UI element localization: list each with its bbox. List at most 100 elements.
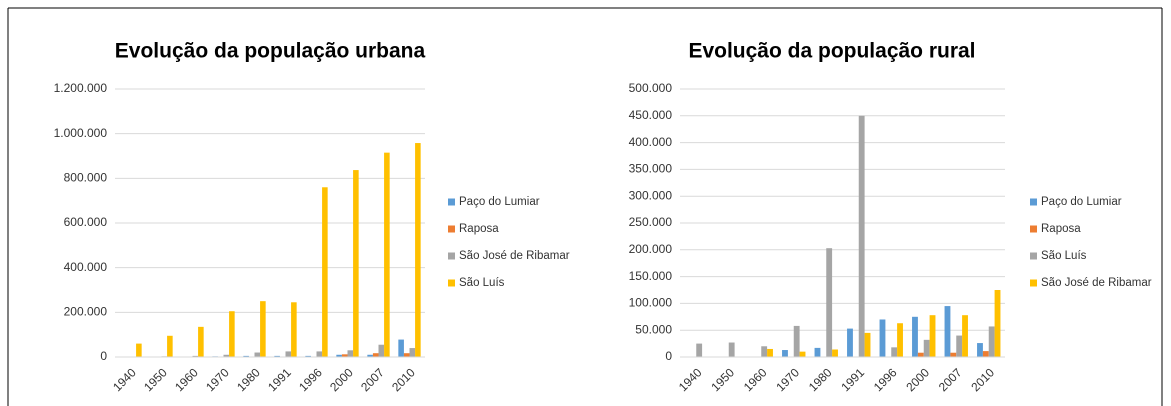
bar — [847, 328, 853, 357]
legend-swatch — [1030, 225, 1037, 233]
bar — [378, 344, 385, 357]
x-tick-label: 1950 — [708, 365, 737, 394]
y-tick-label: 200.000 — [64, 305, 108, 319]
bar — [347, 350, 354, 357]
legend-label: São Luís — [459, 277, 505, 289]
y-tick-label: 300.000 — [629, 188, 673, 202]
y-tick-label: 400.000 — [629, 135, 673, 149]
bar — [912, 316, 918, 357]
y-tick-label: 350.000 — [629, 162, 673, 176]
x-tick-label: 1960 — [741, 365, 770, 394]
bar — [982, 351, 989, 357]
x-tick-label: 2000 — [327, 365, 356, 394]
chart-title: Evolução da população rural — [688, 40, 975, 63]
legend-swatch — [1030, 252, 1037, 260]
x-tick-label: 1970 — [203, 365, 232, 394]
y-tick-label: 450.000 — [629, 108, 673, 122]
bar — [285, 351, 292, 357]
bar — [977, 343, 983, 357]
bar — [260, 301, 266, 357]
bar — [879, 319, 886, 357]
bar — [944, 306, 951, 357]
bar — [198, 326, 204, 357]
legend-swatch — [448, 252, 455, 260]
y-tick-label: 500.000 — [629, 81, 673, 95]
bar — [793, 325, 800, 357]
y-tick-label: 0 — [665, 349, 672, 363]
x-tick-label: 2010 — [968, 365, 997, 394]
bar — [950, 352, 957, 357]
x-tick-label: 2007 — [936, 365, 965, 394]
bar — [826, 248, 833, 357]
bar — [897, 323, 903, 357]
bar — [167, 335, 173, 357]
legend-label: São José de Ribamar — [459, 250, 570, 262]
y-tick-label: 400.000 — [64, 260, 108, 274]
y-tick-label: 1.200.000 — [54, 81, 108, 95]
legend-swatch — [1030, 279, 1037, 287]
bar — [254, 352, 261, 357]
legend-swatch — [448, 198, 455, 206]
y-tick-label: 0 — [100, 349, 107, 363]
bar — [891, 347, 898, 357]
x-tick-label: 1960 — [172, 365, 201, 394]
x-tick-label: 1950 — [141, 365, 170, 394]
legend-label: Paço do Lumiar — [1041, 196, 1122, 208]
bar — [988, 326, 995, 357]
legend-swatch — [448, 225, 455, 233]
bar — [696, 343, 703, 357]
bar — [398, 339, 404, 357]
bar — [782, 350, 788, 357]
x-tick-label: 1996 — [871, 365, 900, 394]
bar — [956, 335, 963, 357]
bar — [291, 302, 297, 357]
x-tick-label: 1980 — [806, 365, 835, 394]
bar — [367, 354, 373, 357]
bar — [229, 311, 235, 357]
bar — [917, 352, 924, 357]
x-tick-label: 2007 — [358, 365, 387, 394]
bar — [864, 332, 871, 357]
bar — [341, 354, 348, 357]
y-tick-label: 50.000 — [635, 322, 672, 336]
bar — [274, 355, 280, 357]
y-tick-label: 600.000 — [64, 215, 108, 229]
legend-swatch — [1030, 198, 1037, 206]
legend-label: Raposa — [1041, 223, 1081, 235]
y-tick-label: 200.000 — [629, 242, 673, 256]
legend-swatch — [448, 279, 455, 287]
bar — [322, 187, 328, 357]
legend-label: São José de Ribamar — [1041, 277, 1152, 289]
bar — [923, 339, 930, 357]
bar — [814, 347, 821, 357]
bar — [305, 355, 311, 357]
x-tick-label: 1996 — [296, 365, 325, 394]
y-tick-label: 1.000.000 — [54, 126, 108, 140]
x-tick-label: 1940 — [676, 365, 705, 394]
legend-label: Raposa — [459, 223, 499, 235]
y-tick-label: 100.000 — [629, 296, 673, 310]
bar — [929, 315, 936, 357]
bar — [728, 342, 735, 357]
bar — [767, 348, 773, 357]
bar — [858, 115, 865, 357]
bar — [192, 355, 199, 357]
bar — [832, 349, 838, 357]
bar — [403, 353, 410, 357]
bar — [372, 353, 379, 357]
y-tick-label: 250.000 — [629, 215, 673, 229]
bar — [994, 290, 1001, 357]
chart-title: Evolução da população urbana — [115, 40, 426, 63]
bar — [353, 170, 359, 357]
bar — [799, 351, 806, 357]
x-tick-label: 1991 — [265, 365, 294, 394]
bar — [409, 348, 416, 357]
y-tick-label: 800.000 — [64, 171, 108, 185]
x-tick-label: 1940 — [110, 365, 139, 394]
x-tick-label: 2010 — [389, 365, 418, 394]
bar — [415, 143, 421, 357]
y-tick-label: 150.000 — [629, 269, 673, 283]
bar — [223, 354, 230, 357]
bar — [316, 351, 323, 357]
